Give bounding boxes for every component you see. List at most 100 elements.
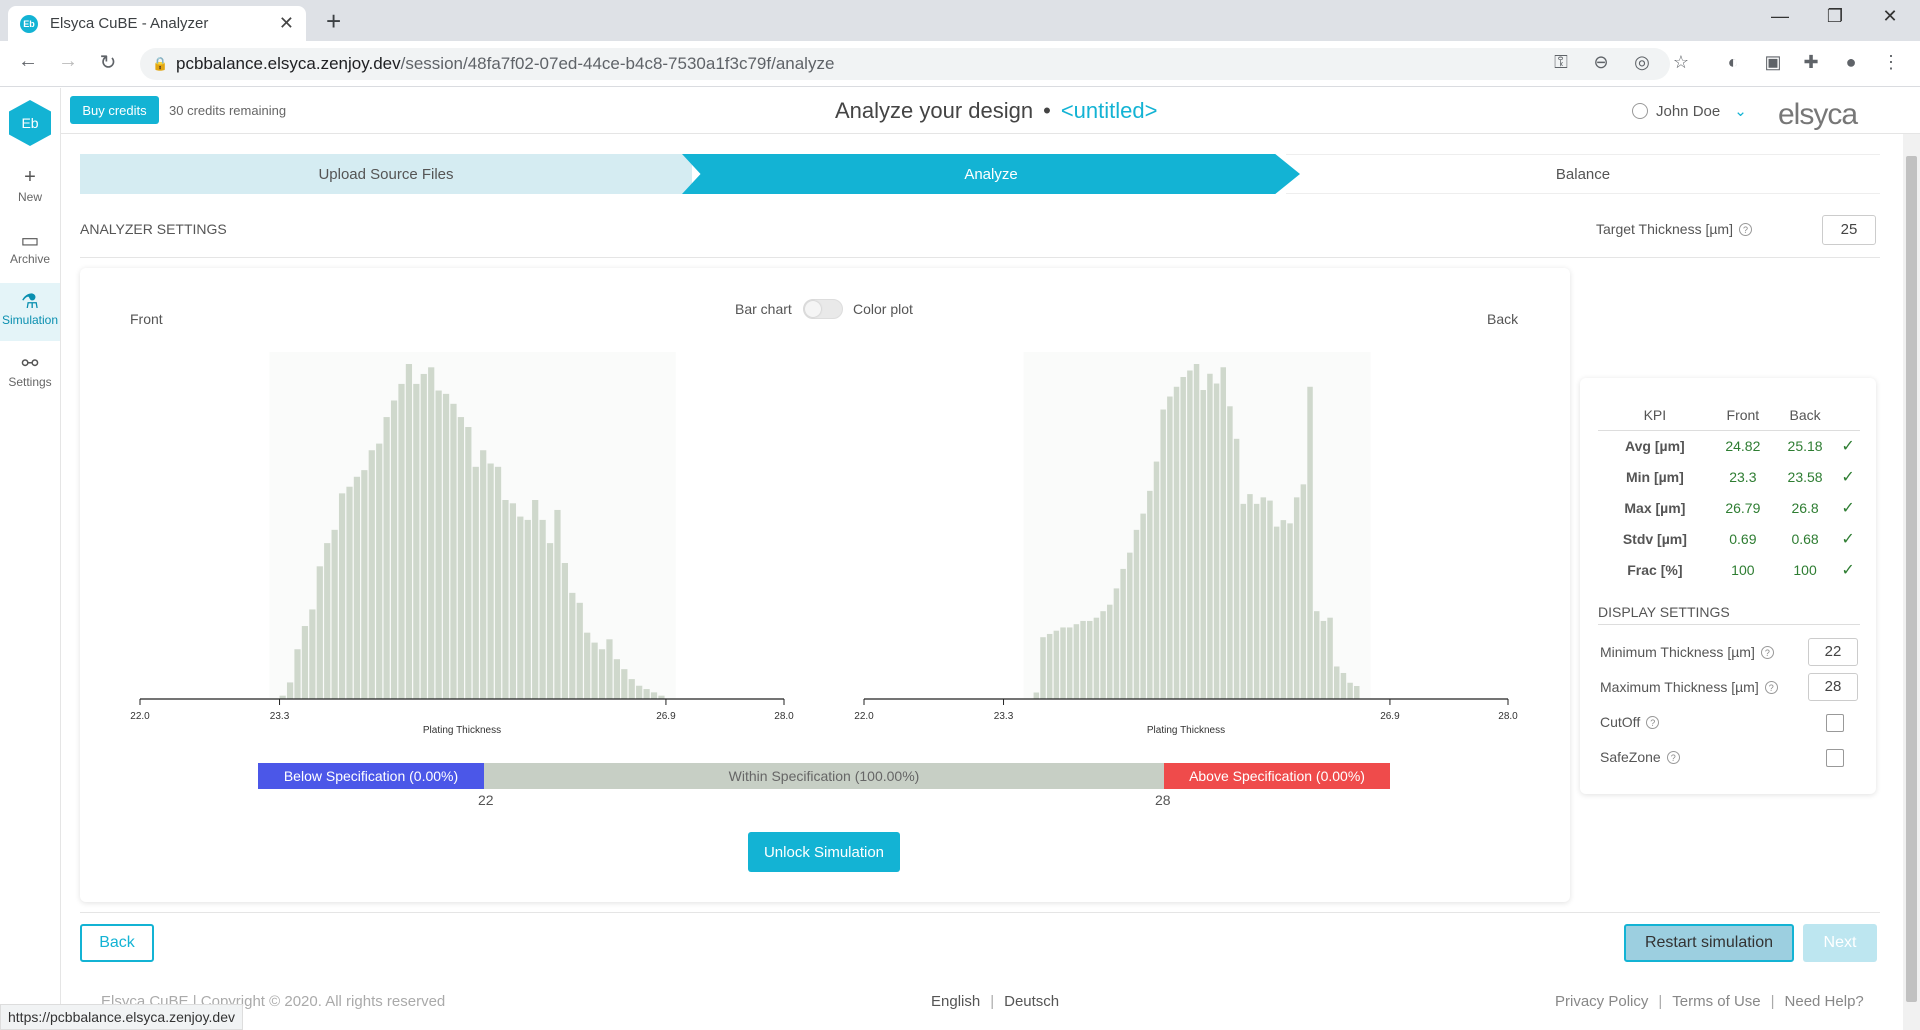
- target-thickness-input[interactable]: 25: [1822, 215, 1876, 245]
- front-bar: [576, 602, 583, 699]
- app-logo[interactable]: Eb: [9, 100, 51, 146]
- front-bar: [524, 519, 531, 699]
- kpi-front: 100: [1731, 561, 1755, 578]
- front-bar: [569, 592, 576, 699]
- privacy-link[interactable]: Privacy Policy: [1555, 993, 1649, 1010]
- back-arrow-icon[interactable]: ←: [18, 50, 38, 72]
- new-tab-icon[interactable]: +: [326, 6, 342, 36]
- max-thickness-input[interactable]: 28: [1808, 673, 1858, 701]
- front-tick-label: 26.9: [656, 711, 676, 722]
- back-bar: [1127, 552, 1133, 699]
- sidebar-item-simulation[interactable]: ⚗ Simulation: [0, 283, 60, 341]
- help-icon[interactable]: ?: [1646, 716, 1660, 729]
- table-row: Stdv [µm] 0.69 0.68 ✓: [1598, 523, 1860, 554]
- close-window-icon[interactable]: ✕: [1882, 6, 1898, 26]
- footer: Elsyca CuBE | Copyright © 2020. All righ…: [61, 985, 1920, 1020]
- back-bar: [1033, 692, 1040, 699]
- extension-circle-icon[interactable]: ◐: [1727, 52, 1739, 72]
- back-bar: [1280, 520, 1287, 699]
- sidebar-item-settings[interactable]: ⚯ Settings: [0, 345, 60, 403]
- restart-simulation-button[interactable]: Restart simulation: [1624, 924, 1794, 962]
- front-bar: [368, 450, 375, 699]
- minimize-icon[interactable]: —: [1771, 6, 1789, 26]
- front-bar: [643, 689, 650, 699]
- design-name[interactable]: <untitled>: [1060, 98, 1158, 123]
- extension-c-icon[interactable]: ▣: [1764, 52, 1782, 72]
- front-bar: [480, 450, 487, 699]
- back-button[interactable]: Back: [80, 924, 154, 962]
- sidebar-item-label: Archive: [9, 252, 50, 266]
- back-bar: [1240, 503, 1247, 699]
- help-link[interactable]: Need Help?: [1784, 993, 1864, 1010]
- back-bar: [1053, 630, 1060, 699]
- back-bar: [1040, 637, 1046, 699]
- unlock-simulation-button[interactable]: Unlock Simulation: [748, 832, 900, 872]
- front-bar: [509, 503, 517, 699]
- forward-arrow-icon[interactable]: →: [58, 50, 78, 72]
- eye-off-icon[interactable]: ◎: [1634, 52, 1650, 72]
- terms-link[interactable]: Terms of Use: [1672, 993, 1761, 1010]
- safezone-checkbox[interactable]: [1826, 749, 1844, 767]
- scrollbar-thumb[interactable]: [1906, 156, 1917, 1002]
- maximize-icon[interactable]: ❐: [1826, 6, 1844, 26]
- step-analyze[interactable]: Analyze: [682, 154, 1300, 194]
- scrollbar[interactable]: [1903, 134, 1920, 1030]
- back-bar: [1327, 617, 1333, 699]
- step-upload[interactable]: Upload Source Files: [80, 154, 692, 194]
- puzzle-icon[interactable]: ✚: [1803, 52, 1819, 72]
- back-bar: [1073, 624, 1080, 699]
- help-icon[interactable]: ?: [1764, 681, 1778, 694]
- flask-icon: ⚗: [21, 291, 39, 313]
- min-thickness-input[interactable]: 22: [1808, 638, 1858, 666]
- check-icon: ✓: [1841, 499, 1855, 517]
- help-icon[interactable]: ?: [1760, 646, 1774, 659]
- back-tick-label: 26.9: [1380, 711, 1400, 722]
- display-settings-title: DISPLAY SETTINGS: [1598, 604, 1730, 620]
- url-field[interactable]: 🔒 pcbbalance.elsyca.zenjoy.dev/session/4…: [140, 48, 1670, 80]
- zoom-icon[interactable]: ⊖: [1593, 52, 1609, 72]
- kpi-name: Min [µm]: [1625, 468, 1684, 485]
- front-bar: [598, 649, 606, 699]
- front-tick-label: 28.0: [774, 711, 794, 722]
- back-bar: [1200, 390, 1206, 699]
- back-bar: [1287, 523, 1293, 699]
- help-icon[interactable]: ?: [1666, 751, 1680, 764]
- url-path: /session/48fa7f02-07ed-44ce-b4c8-7530a1f…: [400, 54, 835, 73]
- browser-tab[interactable]: Eb Elsyca CuBE - Analyzer ✕: [8, 6, 306, 41]
- front-bar: [286, 682, 294, 699]
- user-menu[interactable]: John Doe ⌄: [1632, 102, 1747, 120]
- back-bar: [1334, 666, 1340, 699]
- buy-credits-button[interactable]: Buy credits: [70, 96, 159, 124]
- key-icon[interactable]: ⚿: [1554, 52, 1568, 72]
- lang-english[interactable]: English: [931, 993, 981, 1010]
- back-bar: [1086, 620, 1093, 699]
- menu-dots-icon[interactable]: ⋮: [1882, 52, 1900, 72]
- star-icon[interactable]: ☆: [1672, 52, 1690, 72]
- back-bar: [1273, 526, 1280, 699]
- back-bar: [1293, 497, 1300, 699]
- page-title-text: Analyze your design: [835, 98, 1034, 123]
- browser-tab-strip: Eb Elsyca CuBE - Analyzer ✕ + — ❐ ✕: [0, 0, 1920, 41]
- status-header: [1836, 400, 1860, 431]
- next-button[interactable]: Next: [1803, 924, 1877, 962]
- lang-deutsch[interactable]: Deutsch: [1004, 993, 1060, 1010]
- sidebar-item-archive[interactable]: ▭ Archive: [0, 222, 60, 280]
- reload-icon[interactable]: ↻: [99, 52, 117, 74]
- sidebar-item-new[interactable]: + New: [0, 160, 60, 218]
- check-icon: ✓: [1841, 530, 1855, 548]
- front-header: Front: [1711, 400, 1774, 431]
- front-bar: [294, 649, 301, 699]
- front-bar: [413, 383, 420, 699]
- min-thickness-text: Minimum Thickness [µm]: [1600, 644, 1755, 660]
- view-toggle[interactable]: [803, 299, 843, 319]
- kpi-table: KPI Front Back Avg [µm] 24.82 25.18 ✓ Min […: [1598, 400, 1860, 585]
- cutoff-checkbox[interactable]: [1826, 714, 1844, 732]
- help-icon[interactable]: ?: [1738, 223, 1752, 236]
- back-bar: [1300, 484, 1307, 699]
- back-bar: [1173, 386, 1180, 699]
- chevron-down-icon: ⌄: [1734, 103, 1747, 120]
- cutoff-text: CutOff: [1600, 714, 1641, 730]
- step-balance[interactable]: Balance: [1286, 154, 1880, 194]
- profile-icon[interactable]: ●: [1845, 52, 1857, 72]
- close-tab-icon[interactable]: ✕: [278, 13, 294, 33]
